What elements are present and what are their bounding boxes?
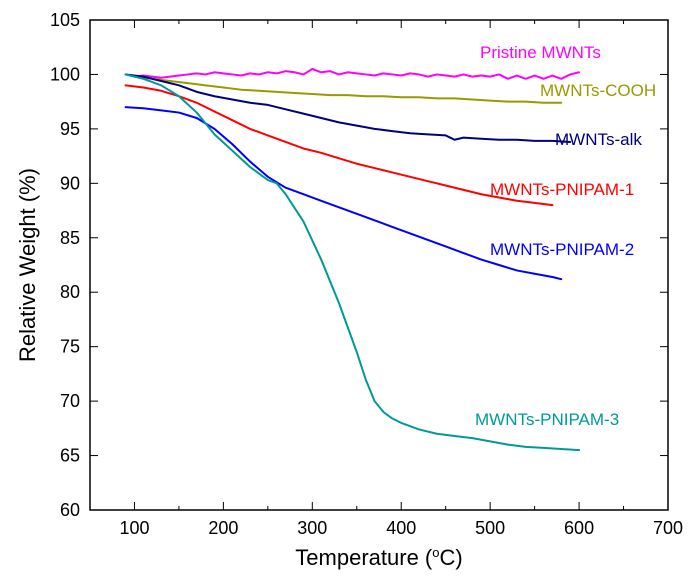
tga-chart-container: { "chart": { "type": "line", "width": 69… bbox=[0, 0, 691, 580]
y-tick-label: 65 bbox=[60, 446, 80, 466]
x-tick-label: 700 bbox=[653, 518, 683, 538]
x-tick-label: 300 bbox=[297, 518, 327, 538]
y-tick-label: 105 bbox=[50, 10, 80, 30]
x-tick-label: 200 bbox=[208, 518, 238, 538]
y-tick-label: 100 bbox=[50, 64, 80, 84]
y-tick-label: 95 bbox=[60, 119, 80, 139]
y-tick-label: 75 bbox=[60, 337, 80, 357]
series-label: MWNTs-COOH bbox=[540, 81, 656, 100]
series-label: MWNTs-alk bbox=[555, 130, 642, 149]
x-tick-label: 500 bbox=[475, 518, 505, 538]
tga-line-chart: 100 200 300 400 500 600 700 60 65 70 75 80 85 90 95 100… bbox=[0, 0, 691, 580]
y-tick-label: 80 bbox=[60, 282, 80, 302]
x-tick-label: 400 bbox=[386, 518, 416, 538]
series-label: MWNTs-PNIPAM-1 bbox=[490, 180, 634, 199]
y-tick-label: 60 bbox=[60, 500, 80, 520]
series-label: MWNTs-PNIPAM-3 bbox=[475, 410, 619, 429]
x-tick-label: 100 bbox=[119, 518, 149, 538]
y-tick-label: 70 bbox=[60, 391, 80, 411]
series-label: MWNTs-PNIPAM-2 bbox=[490, 240, 634, 259]
x-tick-label: 600 bbox=[564, 518, 594, 538]
y-axis-title: Relative Weight (%) bbox=[15, 168, 40, 362]
y-tick-label: 90 bbox=[60, 173, 80, 193]
y-tick-label: 85 bbox=[60, 228, 80, 248]
series-label: Pristine MWNTs bbox=[480, 43, 601, 62]
